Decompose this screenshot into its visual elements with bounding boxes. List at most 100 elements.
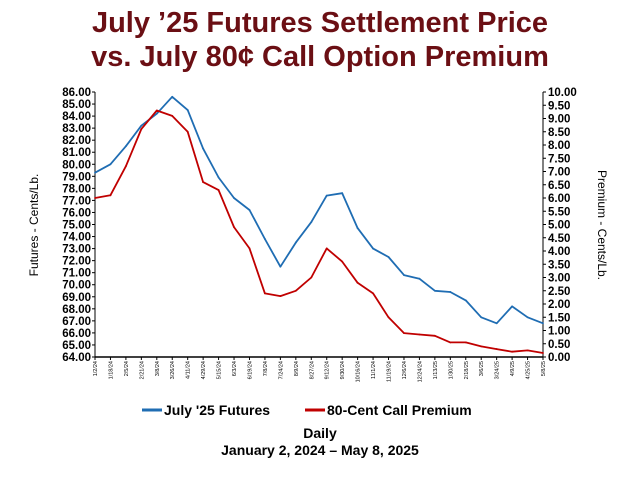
x-tick-label: 6/19/24: [247, 361, 253, 379]
data-point-premium: [403, 332, 405, 335]
x-tick-label: 11/1/24: [371, 361, 377, 379]
data-point-futures: [356, 227, 359, 230]
data-point-futures: [202, 147, 205, 150]
x-tick-label: 4/29/24: [201, 361, 207, 379]
y-tick-label-left: 85.00: [62, 99, 91, 111]
y-tick-label-left: 69.00: [62, 292, 91, 304]
data-point-premium: [325, 247, 328, 250]
x-tick-label: 9/12/24: [325, 361, 331, 379]
y-tick-label-right: 6.50: [548, 180, 570, 192]
data-point-premium: [387, 316, 390, 319]
data-point-futures: [186, 109, 189, 111]
y-tick-label-right: 4.50: [548, 233, 570, 245]
data-point-premium: [217, 189, 220, 191]
x-tick-label: 4/25/25: [526, 361, 532, 379]
data-point-futures: [372, 247, 374, 250]
data-point-futures: [403, 274, 405, 276]
data-point-futures: [124, 145, 127, 148]
data-point-futures: [155, 112, 158, 115]
y-tick-label-right: 2.00: [548, 299, 570, 311]
data-point-futures: [171, 95, 174, 98]
data-point-premium: [526, 349, 529, 352]
x-tick-label: 8/27/24: [309, 361, 315, 379]
y-tick-label-right: 1.00: [548, 326, 570, 338]
x-axis-label: Daily: [303, 425, 337, 441]
legend: July '25 Futures 80-Cent Call Premium: [142, 402, 472, 418]
y-tick-label-right: 6.00: [548, 193, 570, 205]
y-tick-label-right: 4.00: [548, 246, 570, 258]
y-tick-label-right: 7.50: [548, 153, 570, 165]
data-point-premium: [464, 341, 467, 344]
data-point-futures: [233, 197, 235, 199]
data-point-premium: [279, 295, 282, 297]
y-tick-label-left: 82.00: [62, 135, 91, 147]
y-tick-label-left: 65.00: [62, 340, 91, 352]
y-axis-label-left: Futures - Cents/Lb.: [27, 174, 41, 277]
data-point-premium: [495, 348, 498, 350]
data-point-premium: [310, 276, 313, 279]
data-point-futures: [140, 124, 143, 127]
data-point-futures: [387, 256, 390, 258]
y-tick-label-right: 10.00: [548, 87, 577, 99]
y-tick-label-left: 81.00: [62, 147, 91, 159]
x-tick-label: 2/21/24: [139, 361, 145, 379]
chart-title-line1: July ’25 Futures Settlement Price: [91, 7, 549, 39]
x-tick-label: 5/15/24: [217, 361, 223, 379]
x-tick-label: 1/18/24: [108, 361, 114, 379]
y-tick-label-left: 70.00: [62, 280, 91, 292]
data-point-futures: [325, 194, 328, 197]
y-tick-label-right: 7.00: [548, 167, 570, 179]
data-point-premium: [140, 128, 143, 131]
y-tick-label-right: 0.50: [548, 339, 570, 351]
data-point-premium: [511, 350, 514, 353]
data-point-premium: [294, 289, 297, 292]
y-tick-label-right: 5.00: [548, 220, 570, 232]
y-tick-label-left: 66.00: [62, 328, 91, 340]
x-tick-label: 3/8/24: [155, 361, 161, 376]
data-point-premium: [418, 333, 421, 336]
data-point-premium: [124, 165, 127, 168]
y-tick-label-left: 84.00: [62, 111, 91, 123]
y-tick-label-left: 72.00: [62, 256, 91, 268]
data-point-premium: [449, 341, 452, 344]
x-tick-label: 3/6/25: [479, 361, 485, 376]
y-tick-label-left: 68.00: [62, 304, 91, 316]
x-tick-label: 6/3/24: [232, 361, 238, 376]
data-point-futures: [433, 289, 436, 292]
x-tick-label: 5/8/25: [541, 361, 547, 376]
x-tick-label: 11/19/24: [387, 361, 393, 382]
series-line-futures: [94, 95, 544, 325]
x-tick-label: 1/13/25: [433, 361, 439, 379]
x-tick-label: 4/11/24: [186, 361, 192, 379]
data-point-futures: [542, 322, 544, 325]
y-tick-label-right: 5.50: [548, 206, 570, 218]
data-point-futures: [94, 171, 96, 174]
data-point-premium: [372, 292, 374, 295]
x-tick-label: 7/24/24: [278, 361, 284, 379]
y-tick-label-left: 74.00: [62, 232, 91, 244]
y-tick-label-right: 8.00: [548, 140, 570, 152]
data-point-premium: [155, 109, 158, 112]
data-point-premium: [248, 247, 251, 250]
x-tick-label: 12/6/24: [402, 361, 408, 379]
data-point-futures: [464, 299, 467, 302]
y-tick-label-left: 73.00: [62, 244, 91, 256]
y-tick-label-right: 2.50: [548, 286, 570, 298]
x-tick-label: 1/30/25: [448, 361, 454, 379]
data-point-futures: [310, 221, 313, 223]
data-point-premium: [356, 281, 359, 284]
x-tick-label: 3/24/25: [495, 361, 501, 379]
x-tick-label: 2/18/25: [464, 361, 470, 379]
legend-label-premium: 80-Cent Call Premium: [327, 402, 472, 418]
legend-label-futures: July '25 Futures: [164, 402, 270, 418]
x-tick-label: 7/8/24: [263, 361, 269, 376]
y-tick-label-right: 9.50: [548, 100, 570, 112]
y-tick-label-left: 77.00: [62, 195, 91, 207]
x-tick-label: 8/9/24: [294, 361, 300, 376]
x-tick-label: 3/26/24: [170, 361, 176, 379]
y-tick-label-left: 64.00: [62, 352, 91, 364]
data-point-premium: [233, 226, 235, 229]
x-tick-label: 1/2/24: [93, 361, 99, 376]
x-tick-label: 12/24/24: [417, 361, 423, 382]
